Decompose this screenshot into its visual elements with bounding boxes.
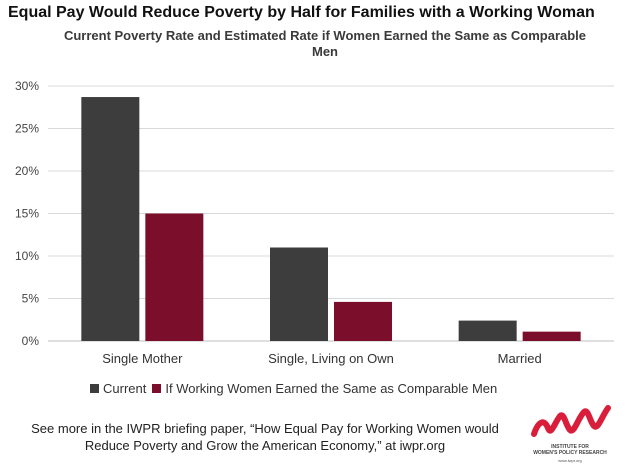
chart-title: Equal Pay Would Reduce Poverty by Half f… [8,4,595,21]
x-category-label: Married [498,351,542,366]
logo-url: www.iwpr.org [558,458,582,463]
x-category-label: Single, Living on Own [268,351,394,366]
legend-item-current: Current [90,381,146,396]
legend-swatch-current [90,383,99,393]
x-category-label: Single Mother [102,351,183,366]
y-tick-label: 10% [15,249,39,263]
y-tick-label: 20% [15,164,39,178]
chart-subtitle: Current Poverty Rate and Estimated Rate … [63,28,587,59]
y-tick-label: 30% [15,79,39,93]
legend-item-equal-pay: If Working Women Earned the Same as Comp… [152,381,497,396]
y-tick-label: 15% [15,207,39,221]
footer-note: See more in the IWPR briefing paper, “Ho… [31,421,499,453]
y-tick-label: 5% [22,292,40,306]
legend-swatch-equal-pay [152,383,162,393]
y-tick-label: 0% [22,334,40,348]
chart-legend: Current If Working Women Earned the Same… [90,379,503,397]
bar-current [458,320,517,341]
bar-equal-pay [334,301,392,341]
logo-text: INSTITUTE FOR WOMEN'S POLICY RESEARCH [533,444,607,456]
bar-current [81,97,140,341]
y-tick-label: 25% [15,122,39,136]
logo-scribble [531,405,611,437]
bar-current [270,247,328,341]
legend-label-equal-pay: If Working Women Earned the Same as Comp… [165,380,498,396]
legend-label-current: Current [103,380,147,396]
bar-equal-pay [145,213,204,341]
bar-equal-pay [522,331,581,341]
iwpr-logo [531,405,611,437]
